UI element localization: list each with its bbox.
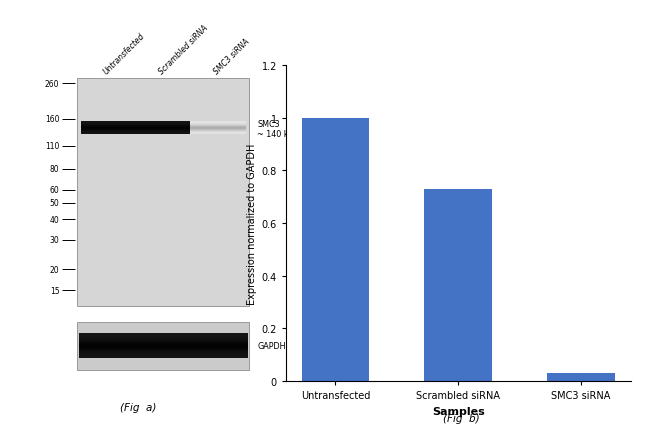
Bar [424, 189, 492, 381]
Text: Scrambled siRNA: Scrambled siRNA [157, 24, 209, 77]
Text: Untransfected: Untransfected [102, 32, 147, 77]
Text: SMC3
~ 140 kDa: SMC3 ~ 140 kDa [257, 119, 300, 139]
Text: 20: 20 [50, 265, 59, 274]
Bar [547, 373, 615, 381]
FancyBboxPatch shape [77, 79, 249, 307]
Text: SMC3 siRNA: SMC3 siRNA [212, 38, 251, 77]
Text: 110: 110 [45, 142, 59, 151]
Text: 30: 30 [49, 236, 59, 245]
Text: 80: 80 [50, 165, 59, 174]
X-axis label: Samples: Samples [432, 406, 485, 416]
Text: (Fig  a): (Fig a) [120, 402, 157, 412]
Text: 60: 60 [49, 186, 59, 195]
Text: 260: 260 [45, 80, 59, 88]
Text: 160: 160 [45, 115, 59, 124]
Text: 15: 15 [50, 286, 59, 295]
FancyBboxPatch shape [77, 322, 249, 370]
Text: 50: 50 [49, 199, 59, 208]
Y-axis label: Expression normalized to GAPDH: Expression normalized to GAPDH [248, 143, 257, 304]
Text: GAPDH: GAPDH [257, 342, 286, 350]
Text: 40: 40 [49, 215, 59, 224]
Bar [302, 118, 369, 381]
Text: (Fig  b): (Fig b) [443, 413, 480, 423]
